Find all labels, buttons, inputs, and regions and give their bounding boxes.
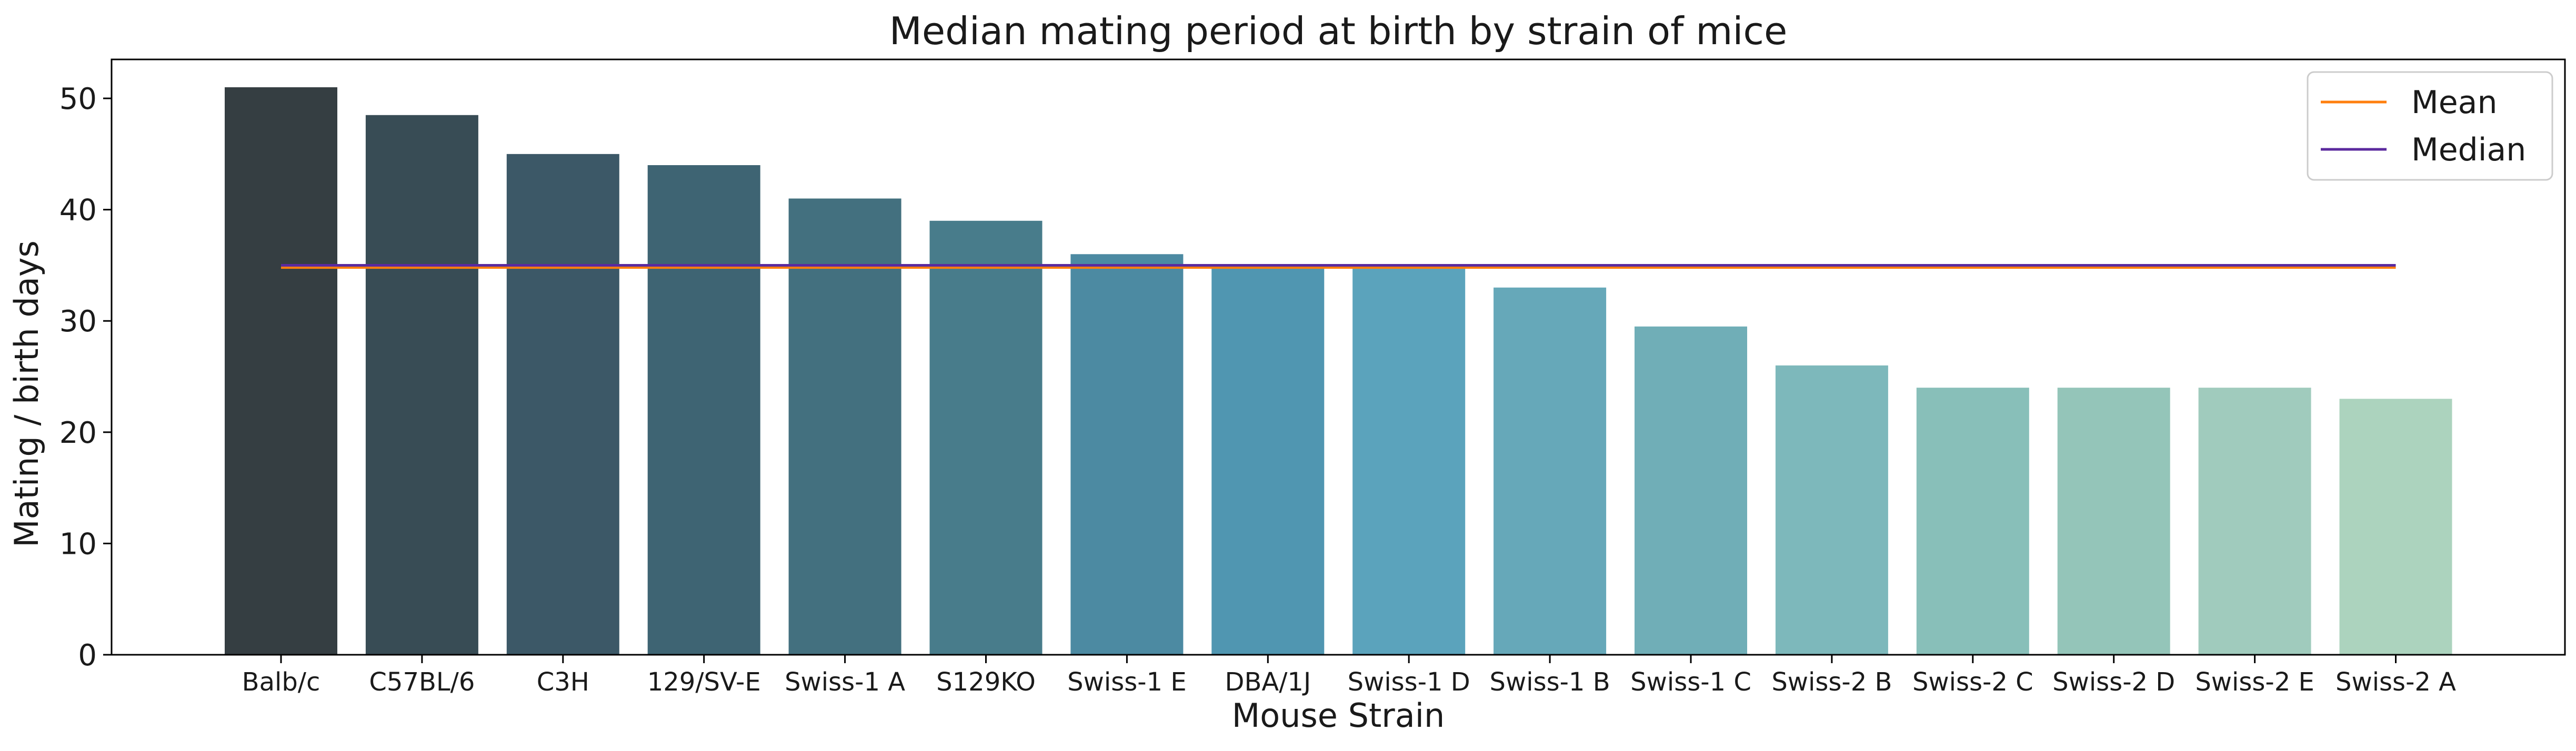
legend-label-median: Median bbox=[2411, 131, 2526, 168]
x-tick-label: Balb/c bbox=[242, 667, 320, 697]
y-axis-label: Mating / birth days bbox=[7, 240, 46, 547]
bar-16 bbox=[2339, 399, 2452, 655]
y-tick-label: 0 bbox=[78, 638, 97, 673]
y-tick-label: 40 bbox=[59, 194, 97, 228]
x-tick-label: Swiss-1 D bbox=[1348, 667, 1470, 697]
x-axis-ticks: Balb/c C57BL/6 C3H 129/SV-E Swiss-1 A S129KO S… bbox=[242, 655, 2456, 697]
reference-lines bbox=[281, 263, 2396, 269]
x-tick-label: Swiss-2 B bbox=[1771, 667, 1892, 697]
bar-13 bbox=[1916, 388, 2029, 655]
bar-8 bbox=[1211, 265, 1325, 655]
legend-box bbox=[2307, 71, 2553, 181]
bar-15 bbox=[2198, 388, 2311, 655]
y-tick-label: 50 bbox=[59, 82, 97, 116]
x-tick-label: Swiss-1 C bbox=[1630, 667, 1751, 697]
bar-6 bbox=[929, 220, 1043, 655]
x-tick-label: Swiss-2 C bbox=[1912, 667, 2033, 697]
bar-5 bbox=[788, 198, 901, 655]
bar-1 bbox=[225, 87, 337, 655]
bar-9 bbox=[1352, 265, 1466, 655]
x-tick-label: C3H bbox=[537, 667, 589, 697]
y-axis-ticks: 0 10 20 30 40 50 bbox=[59, 82, 112, 673]
chart-title: Median mating period at birth by strain … bbox=[889, 9, 1788, 53]
x-tick-label: Swiss-1 E bbox=[1067, 667, 1187, 697]
bars-group bbox=[225, 87, 2452, 655]
plot-frame bbox=[111, 58, 2566, 656]
legend-label-mean: Mean bbox=[2411, 84, 2497, 121]
x-tick-label: DBA/1J bbox=[1225, 667, 1311, 697]
bar-12 bbox=[1775, 365, 1888, 655]
legend: Mean Median bbox=[2307, 71, 2553, 181]
bar-11 bbox=[1635, 326, 1747, 655]
y-tick-label: 20 bbox=[59, 416, 97, 450]
bar-3 bbox=[506, 154, 619, 655]
x-tick-label: Swiss-2 D bbox=[2052, 667, 2175, 697]
bar-2 bbox=[365, 115, 478, 655]
x-tick-label: Swiss-1 A bbox=[785, 667, 905, 697]
x-tick-label: Swiss-2 E bbox=[2195, 667, 2314, 697]
bar-14 bbox=[2057, 388, 2170, 655]
y-tick-label: 10 bbox=[59, 527, 97, 561]
x-axis-label: Mouse Strain bbox=[1232, 696, 1445, 735]
bar-10 bbox=[1494, 287, 1607, 655]
y-tick-label: 30 bbox=[59, 305, 97, 339]
x-tick-label: Swiss-1 B bbox=[1490, 667, 1610, 697]
bar-4 bbox=[647, 165, 760, 655]
x-tick-label: 129/SV-E bbox=[647, 667, 761, 697]
x-tick-label: S129KO bbox=[936, 667, 1036, 697]
bar-7 bbox=[1070, 254, 1184, 655]
x-tick-label: C57BL/6 bbox=[369, 667, 475, 697]
x-tick-label: Swiss-2 A bbox=[2336, 667, 2456, 697]
